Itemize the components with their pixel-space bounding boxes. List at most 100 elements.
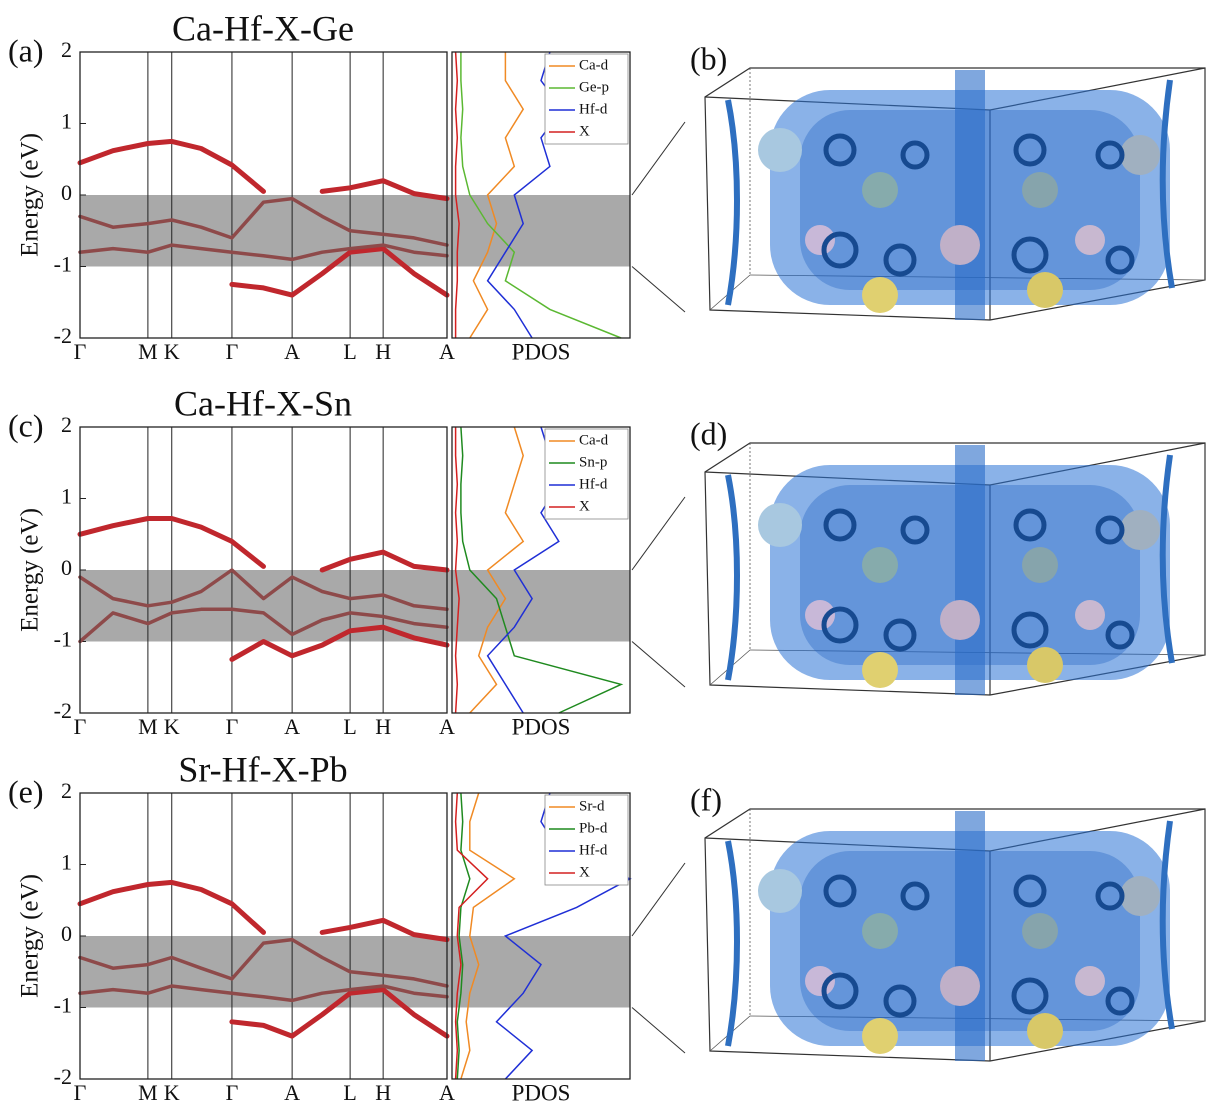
y-axis-label: Energy (eV): [17, 133, 44, 257]
y-tick-label: 1: [61, 850, 72, 875]
x-tick-label: H: [375, 1080, 391, 1101]
callout: [631, 266, 686, 313]
x-tick-label: A: [284, 339, 300, 364]
x-tick-label: M: [138, 339, 158, 364]
legend-label: X: [579, 123, 590, 139]
x-tick-label: A: [439, 1080, 455, 1101]
band: [78, 984, 449, 1003]
x-tick-label: Γ: [74, 714, 87, 739]
pdos-line: [460, 52, 622, 339]
x-axis-label: PDOS: [512, 339, 571, 364]
legend-label: Pb-d: [579, 820, 608, 836]
panel-label: (b): [690, 40, 727, 76]
y-tick-label: 2: [61, 778, 72, 803]
y-tick-label: 2: [61, 37, 72, 62]
legend-label: X: [579, 498, 590, 514]
x-tick-label: A: [439, 339, 455, 364]
fermi-surface: [705, 809, 1205, 1061]
x-axis-label: PDOS: [512, 1080, 571, 1101]
band: [78, 243, 449, 262]
y-tick-label: 0: [61, 921, 72, 946]
callout: [631, 496, 686, 571]
y-tick-label: -1: [54, 252, 72, 277]
band-frame: [79, 51, 448, 339]
pdos-line: [454, 51, 460, 338]
y-axis-label: Energy (eV): [17, 508, 44, 632]
legend-label: Hf-d: [579, 842, 608, 858]
y-tick-label: -1: [54, 993, 72, 1018]
x-tick-label: M: [138, 1080, 158, 1101]
callout: [631, 121, 686, 196]
band-frame: [79, 426, 448, 714]
legend-label: Sn-p: [579, 454, 607, 470]
legend-box: [544, 428, 629, 520]
callout: [631, 862, 686, 937]
band: [78, 196, 449, 247]
band: [78, 937, 449, 988]
band: [77, 879, 450, 943]
x-tick-label: L: [343, 339, 356, 364]
x-tick-label: K: [164, 339, 180, 364]
x-tick-label: Γ: [226, 339, 239, 364]
x-tick-label: Γ: [74, 1080, 87, 1101]
y-tick-label: 0: [61, 555, 72, 580]
band: [78, 607, 449, 644]
x-tick-label: A: [439, 714, 455, 739]
y-tick-label: -2: [54, 698, 72, 723]
y-axis-label: Energy (eV): [17, 874, 44, 998]
legend-label: Hf-d: [579, 101, 608, 117]
legend-box: [544, 794, 629, 886]
panel-label: (c): [8, 407, 44, 443]
legend-label: Hf-d: [579, 476, 608, 492]
x-tick-label: Γ: [226, 1080, 239, 1101]
x-tick-label: A: [284, 1080, 300, 1101]
y-tick-label: 1: [61, 484, 72, 509]
band: [77, 138, 450, 202]
panel-label: (d): [690, 415, 727, 451]
x-tick-label: K: [164, 714, 180, 739]
pdos-line: [454, 427, 460, 714]
legend-label: Ca-d: [579, 57, 609, 73]
x-tick-label: Γ: [74, 339, 87, 364]
legend-label: Sr-d: [579, 798, 605, 814]
y-tick-label: 2: [61, 412, 72, 437]
x-tick-label: L: [343, 714, 356, 739]
y-tick-label: 0: [61, 180, 72, 205]
x-tick-label: L: [343, 1080, 356, 1101]
pdos-line: [460, 792, 516, 1080]
panel-label: (a): [8, 32, 44, 68]
band: [77, 516, 450, 573]
callout: [631, 641, 686, 688]
band-frame: [79, 792, 448, 1080]
x-tick-label: M: [138, 714, 158, 739]
y-tick-label: -2: [54, 1064, 72, 1089]
legend-label: Ca-d: [579, 432, 609, 448]
y-tick-label: 1: [61, 109, 72, 134]
chart-title: Ca-Hf-X-Sn: [174, 383, 352, 423]
band: [78, 568, 449, 612]
panel-label: (f): [690, 781, 722, 817]
pdos-line: [456, 792, 471, 1080]
pdos-line: [454, 792, 489, 1080]
x-tick-label: A: [284, 714, 300, 739]
pdos-line: [469, 426, 525, 714]
chart-title: Ca-Hf-X-Ge: [172, 8, 354, 48]
pdos-line: [469, 52, 525, 339]
y-tick-label: -2: [54, 323, 72, 348]
legend-box: [544, 53, 629, 145]
pdos-frame: [451, 792, 631, 1080]
callout: [631, 1007, 686, 1054]
legend-label: X: [579, 864, 590, 880]
x-tick-label: H: [375, 714, 391, 739]
pdos-frame: [451, 426, 631, 714]
x-tick-label: Γ: [226, 714, 239, 739]
band: [229, 987, 450, 1039]
x-axis-label: PDOS: [512, 714, 571, 739]
band: [229, 624, 450, 662]
panel-label: (e): [8, 773, 44, 809]
pdos-line: [460, 426, 624, 714]
band: [229, 246, 450, 298]
legend-label: Ge-p: [579, 79, 609, 95]
chart-title: Sr-Hf-X-Pb: [178, 749, 347, 789]
